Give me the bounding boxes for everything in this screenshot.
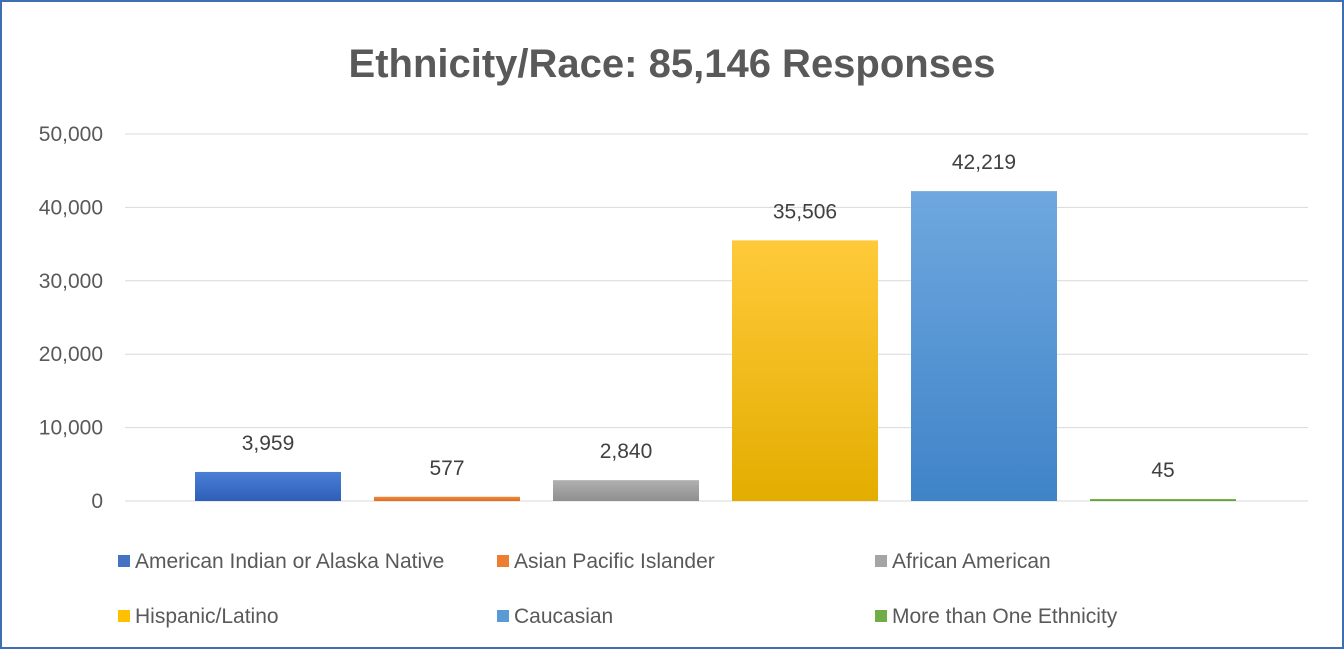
data-label: 577 [429, 457, 464, 480]
bar [732, 240, 878, 501]
legend-swatch [875, 610, 887, 622]
data-label: 42,219 [952, 151, 1016, 174]
y-tick-label: 10,000 [39, 417, 103, 440]
legend-label: African American [892, 550, 1051, 573]
legend-swatch [118, 555, 130, 567]
data-label: 2,840 [600, 440, 653, 463]
legend-label: More than One Ethnicity [892, 605, 1118, 628]
legend-swatch [875, 555, 887, 567]
bar [911, 191, 1057, 501]
data-label: 45 [1151, 459, 1174, 482]
data-label: 35,506 [773, 200, 837, 223]
legend-label: Asian Pacific Islander [514, 550, 715, 573]
legend-swatch [497, 610, 509, 622]
data-label: 3,959 [242, 432, 295, 455]
y-tick-label: 50,000 [39, 123, 103, 146]
legend-swatch [497, 555, 509, 567]
bar [374, 496, 520, 501]
y-tick-label: 20,000 [39, 343, 103, 366]
y-tick-label: 30,000 [39, 270, 103, 293]
legend-label: American Indian or Alaska Native [135, 550, 444, 573]
legend-label: Hispanic/Latino [135, 605, 279, 628]
bar [1090, 499, 1236, 501]
legend-label: Caucasian [514, 605, 613, 628]
bar [553, 480, 699, 501]
bar [195, 471, 341, 501]
y-tick-label: 0 [91, 490, 103, 513]
legend-swatch [118, 610, 130, 622]
chart-title: Ethnicity/Race: 85,146 Responses [348, 42, 996, 86]
y-tick-label: 40,000 [39, 196, 103, 219]
